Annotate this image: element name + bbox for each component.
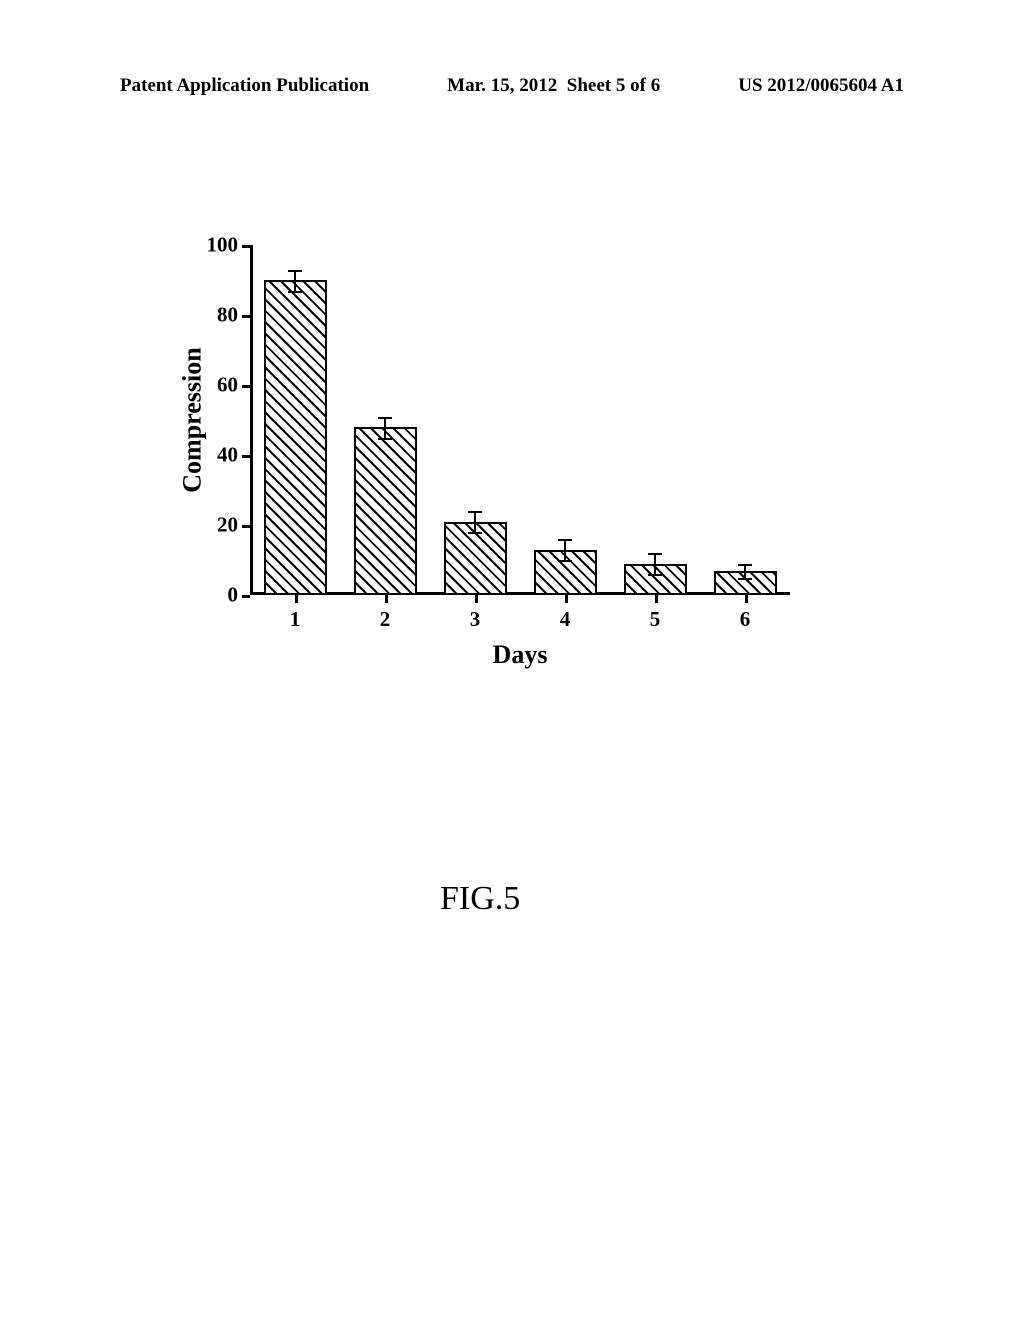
publication-number: US 2012/0065604 A1 — [738, 75, 904, 97]
error-cap-bottom — [288, 291, 302, 293]
error-bar — [654, 553, 656, 574]
y-tick — [242, 245, 250, 248]
x-tick-label: 1 — [290, 607, 301, 632]
error-bar — [294, 270, 296, 291]
y-tick — [242, 315, 250, 318]
x-axis-label: Days — [493, 640, 548, 670]
error-cap-bottom — [378, 438, 392, 440]
error-bar — [474, 511, 476, 532]
x-tick — [565, 595, 568, 603]
error-bar — [564, 539, 566, 560]
bar-chart: 020406080100 123456 Compression Days — [100, 225, 820, 685]
error-cap-bottom — [648, 574, 662, 576]
figure-label: FIG.5 — [440, 880, 520, 918]
error-cap-top — [648, 553, 662, 555]
y-tick — [242, 455, 250, 458]
y-tick-label: 0 — [228, 583, 239, 608]
y-tick-label: 40 — [217, 443, 238, 468]
bar — [354, 427, 417, 595]
x-tick — [745, 595, 748, 603]
chart-plot-area: 020406080100 123456 — [250, 245, 790, 595]
y-tick-label: 20 — [217, 513, 238, 538]
x-tick-label: 2 — [380, 607, 391, 632]
error-cap-top — [378, 417, 392, 419]
y-tick-label: 100 — [207, 233, 239, 258]
error-bar — [744, 564, 746, 578]
x-tick — [385, 595, 388, 603]
error-cap-bottom — [468, 532, 482, 534]
y-tick-label: 60 — [217, 373, 238, 398]
publication-date-sheet: Mar. 15, 2012 Sheet 5 of 6 — [447, 75, 660, 97]
error-cap-top — [288, 270, 302, 272]
error-cap-top — [558, 539, 572, 541]
x-tick — [655, 595, 658, 603]
x-tick-label: 3 — [470, 607, 481, 632]
y-tick — [242, 595, 250, 598]
x-tick-label: 4 — [560, 607, 571, 632]
x-axis — [250, 592, 790, 595]
error-bar — [384, 417, 386, 438]
x-tick-label: 6 — [740, 607, 751, 632]
x-tick — [295, 595, 298, 603]
bar — [264, 280, 327, 595]
y-tick — [242, 385, 250, 388]
page-header: Patent Application Publication Mar. 15, … — [0, 75, 1024, 97]
publication-type: Patent Application Publication — [120, 75, 369, 97]
error-cap-bottom — [738, 578, 752, 580]
y-tick — [242, 525, 250, 528]
error-cap-bottom — [558, 560, 572, 562]
y-axis — [250, 245, 253, 595]
y-axis-label: Compression — [178, 347, 208, 492]
error-cap-top — [468, 511, 482, 513]
x-tick — [475, 595, 478, 603]
error-cap-top — [738, 564, 752, 566]
y-tick-label: 80 — [217, 303, 238, 328]
x-tick-label: 5 — [650, 607, 661, 632]
